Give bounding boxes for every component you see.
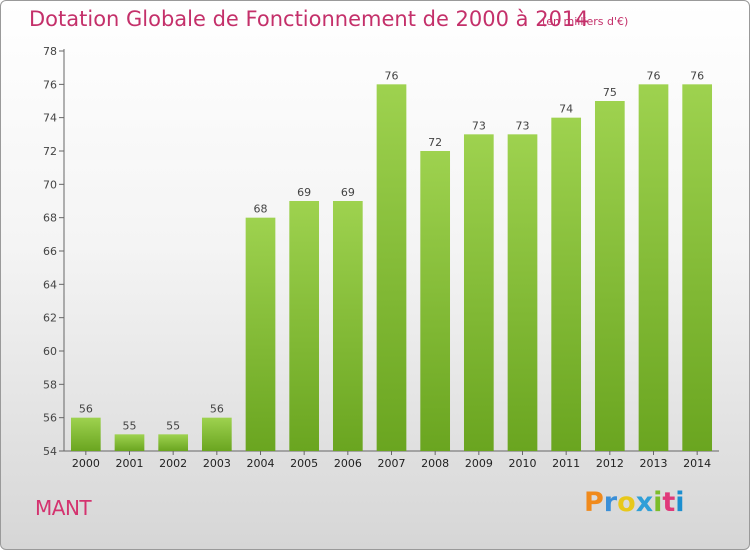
- bar: [332, 201, 363, 451]
- x-tick-label: 2004: [247, 457, 275, 470]
- chart-subtitle: (en milliers d'€): [542, 15, 629, 28]
- logo-letter: P: [584, 487, 604, 518]
- logo-letter: t: [662, 487, 676, 518]
- y-tick-label: 56: [43, 412, 57, 425]
- x-tick-label: 2012: [596, 457, 624, 470]
- bar: [289, 201, 320, 451]
- bar-value-label: 55: [166, 419, 180, 432]
- bar: [70, 417, 101, 451]
- x-tick-label: 2003: [203, 457, 231, 470]
- x-tick-label: 2002: [159, 457, 187, 470]
- bar-value-label: 76: [385, 69, 399, 82]
- bar: [638, 84, 669, 451]
- bar-value-label: 72: [428, 136, 442, 149]
- proxiti-logo: Proxiti: [584, 487, 685, 518]
- x-tick-label: 2008: [421, 457, 449, 470]
- y-tick-label: 66: [43, 245, 57, 258]
- bar-value-label: 76: [690, 69, 704, 82]
- x-tick-label: 2007: [378, 457, 406, 470]
- x-tick-label: 2001: [116, 457, 144, 470]
- bar: [682, 84, 713, 451]
- y-tick-label: 72: [43, 145, 57, 158]
- y-tick-label: 68: [43, 212, 57, 225]
- bar-value-label: 68: [254, 203, 268, 216]
- logo-letter: o: [617, 487, 636, 518]
- bar-value-label: 56: [79, 403, 93, 416]
- logo-letter: r: [603, 487, 618, 518]
- bar: [551, 117, 582, 452]
- bar: [420, 151, 451, 451]
- bar: [507, 134, 538, 452]
- bar-value-label: 73: [472, 119, 486, 132]
- logo-letter: i: [675, 487, 685, 518]
- bar-value-label: 73: [516, 119, 530, 132]
- y-tick-label: 78: [43, 45, 57, 58]
- bar-value-label: 56: [210, 403, 224, 416]
- y-tick-label: 58: [43, 378, 57, 391]
- bar-value-label: 69: [341, 186, 355, 199]
- x-tick-label: 2006: [334, 457, 362, 470]
- bar-value-label: 69: [297, 186, 311, 199]
- logo-letter: i: [653, 487, 663, 518]
- y-tick-label: 60: [43, 345, 57, 358]
- y-tick-label: 62: [43, 312, 57, 325]
- chart-title: Dotation Globale de Fonctionnement de 20…: [29, 7, 589, 31]
- x-tick-label: 2005: [290, 457, 318, 470]
- bar: [594, 101, 625, 451]
- y-tick-label: 54: [43, 445, 57, 458]
- bar: [376, 84, 407, 451]
- bar-value-label: 76: [647, 69, 661, 82]
- y-tick-label: 74: [43, 112, 57, 125]
- logo-letter: x: [635, 487, 654, 518]
- bar: [245, 217, 276, 451]
- y-tick-label: 64: [43, 278, 57, 291]
- x-tick-label: 2000: [72, 457, 100, 470]
- bar: [158, 434, 189, 451]
- x-tick-label: 2014: [683, 457, 711, 470]
- x-tick-label: 2010: [509, 457, 537, 470]
- bar-value-label: 75: [603, 86, 617, 99]
- bar: [463, 134, 494, 452]
- commune-name: MANT: [35, 496, 92, 520]
- x-tick-label: 2013: [640, 457, 668, 470]
- bar-value-label: 55: [123, 419, 137, 432]
- y-tick-label: 70: [43, 178, 57, 191]
- bar: [201, 417, 232, 451]
- x-tick-label: 2009: [465, 457, 493, 470]
- x-tick-label: 2011: [552, 457, 580, 470]
- bar: [114, 434, 145, 451]
- bar-value-label: 74: [559, 103, 573, 116]
- y-tick-label: 76: [43, 78, 57, 91]
